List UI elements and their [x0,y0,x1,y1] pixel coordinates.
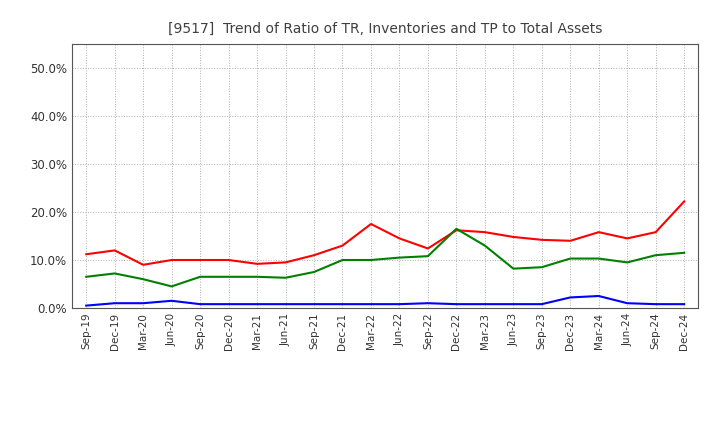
Inventories [423,301,432,306]
Trade Receivables [82,252,91,257]
Trade Payables [366,257,375,263]
Inventories [480,301,489,307]
Trade Receivables [509,235,518,240]
Inventories [652,301,660,307]
Trade Receivables [652,230,660,235]
Trade Receivables [139,262,148,268]
Inventories [139,301,148,306]
Trade Payables [310,269,318,275]
Trade Receivables [366,221,375,227]
Trade Payables [595,256,603,261]
Trade Receivables [338,243,347,248]
Trade Payables [282,275,290,280]
Trade Payables [652,253,660,258]
Trade Receivables [623,236,631,241]
Line: Trade Payables: Trade Payables [86,229,684,286]
Title: [9517]  Trend of Ratio of TR, Inventories and TP to Total Assets: [9517] Trend of Ratio of TR, Inventories… [168,22,603,36]
Inventories [452,301,461,307]
Inventories [566,295,575,300]
Inventories [680,301,688,307]
Inventories [366,301,375,307]
Inventories [623,301,631,306]
Inventories [225,301,233,307]
Line: Inventories: Inventories [86,296,684,306]
Inventories [110,301,119,306]
Inventories [253,301,261,307]
Trade Payables [395,255,404,260]
Trade Receivables [423,246,432,251]
Trade Payables [680,250,688,256]
Inventories [509,301,518,307]
Trade Receivables [452,227,461,233]
Inventories [395,301,404,307]
Inventories [167,298,176,304]
Inventories [537,301,546,307]
Trade Payables [139,277,148,282]
Inventories [338,301,347,307]
Trade Payables [167,284,176,289]
Trade Payables [509,266,518,271]
Inventories [82,303,91,308]
Trade Receivables [537,237,546,242]
Trade Payables [480,243,489,248]
Trade Payables [82,274,91,279]
Trade Payables [110,271,119,276]
Trade Receivables [680,199,688,204]
Trade Payables [452,226,461,231]
Trade Payables [623,260,631,265]
Trade Receivables [282,260,290,265]
Trade Payables [196,274,204,279]
Inventories [595,293,603,299]
Inventories [196,301,204,307]
Trade Payables [566,256,575,261]
Trade Receivables [110,248,119,253]
Trade Receivables [167,257,176,263]
Trade Payables [338,257,347,263]
Trade Payables [225,274,233,279]
Trade Payables [423,253,432,259]
Trade Payables [253,274,261,279]
Trade Receivables [196,257,204,263]
Trade Receivables [310,253,318,258]
Trade Receivables [253,261,261,267]
Trade Receivables [566,238,575,243]
Inventories [310,301,318,307]
Trade Receivables [225,257,233,263]
Line: Trade Receivables: Trade Receivables [86,202,684,265]
Trade Receivables [480,230,489,235]
Trade Receivables [395,236,404,241]
Trade Payables [537,264,546,270]
Trade Receivables [595,230,603,235]
Inventories [282,301,290,307]
